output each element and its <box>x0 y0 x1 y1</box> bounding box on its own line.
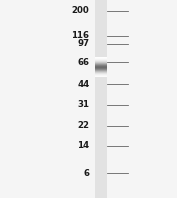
Bar <box>95 0 107 198</box>
Text: 200: 200 <box>72 6 89 15</box>
Text: 31: 31 <box>77 100 89 109</box>
Text: 116: 116 <box>71 31 89 40</box>
Text: 6: 6 <box>83 169 89 178</box>
Text: 97: 97 <box>77 39 89 48</box>
Text: 66: 66 <box>77 58 89 67</box>
Text: 22: 22 <box>77 121 89 130</box>
Text: 14: 14 <box>77 141 89 150</box>
Text: 44: 44 <box>77 80 89 89</box>
